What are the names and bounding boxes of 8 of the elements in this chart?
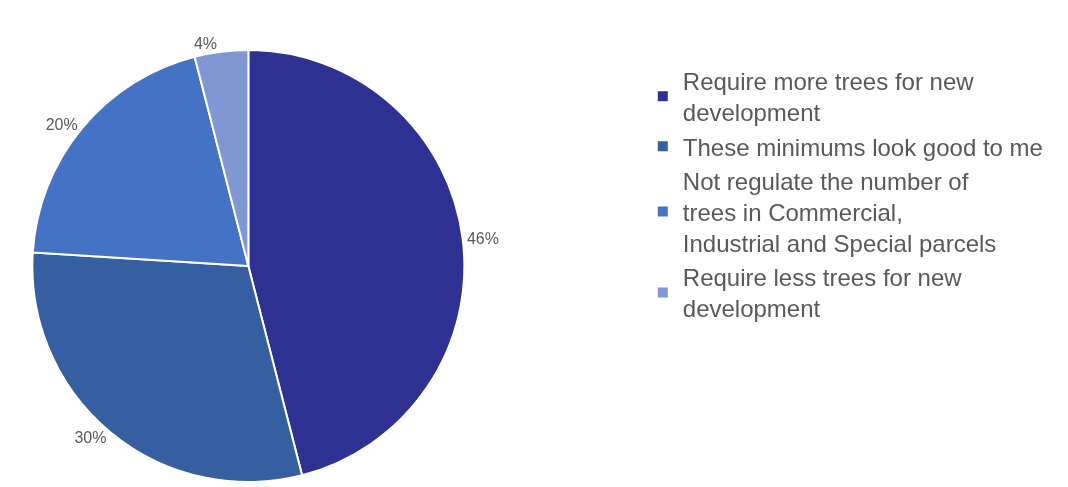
data-label: 46%: [466, 230, 499, 248]
legend-label: These minimums look good to me: [682, 133, 1043, 161]
legend-label: Require less trees for new development: [682, 264, 963, 323]
data-label: 30%: [74, 428, 107, 446]
data-label: 4%: [193, 34, 218, 52]
legend-label: Not regulate the number of trees in Commercial, Industrial and Special parcels: [682, 167, 997, 258]
legend-label: Require more trees for new development: [682, 68, 975, 127]
data-label: 20%: [45, 116, 78, 134]
